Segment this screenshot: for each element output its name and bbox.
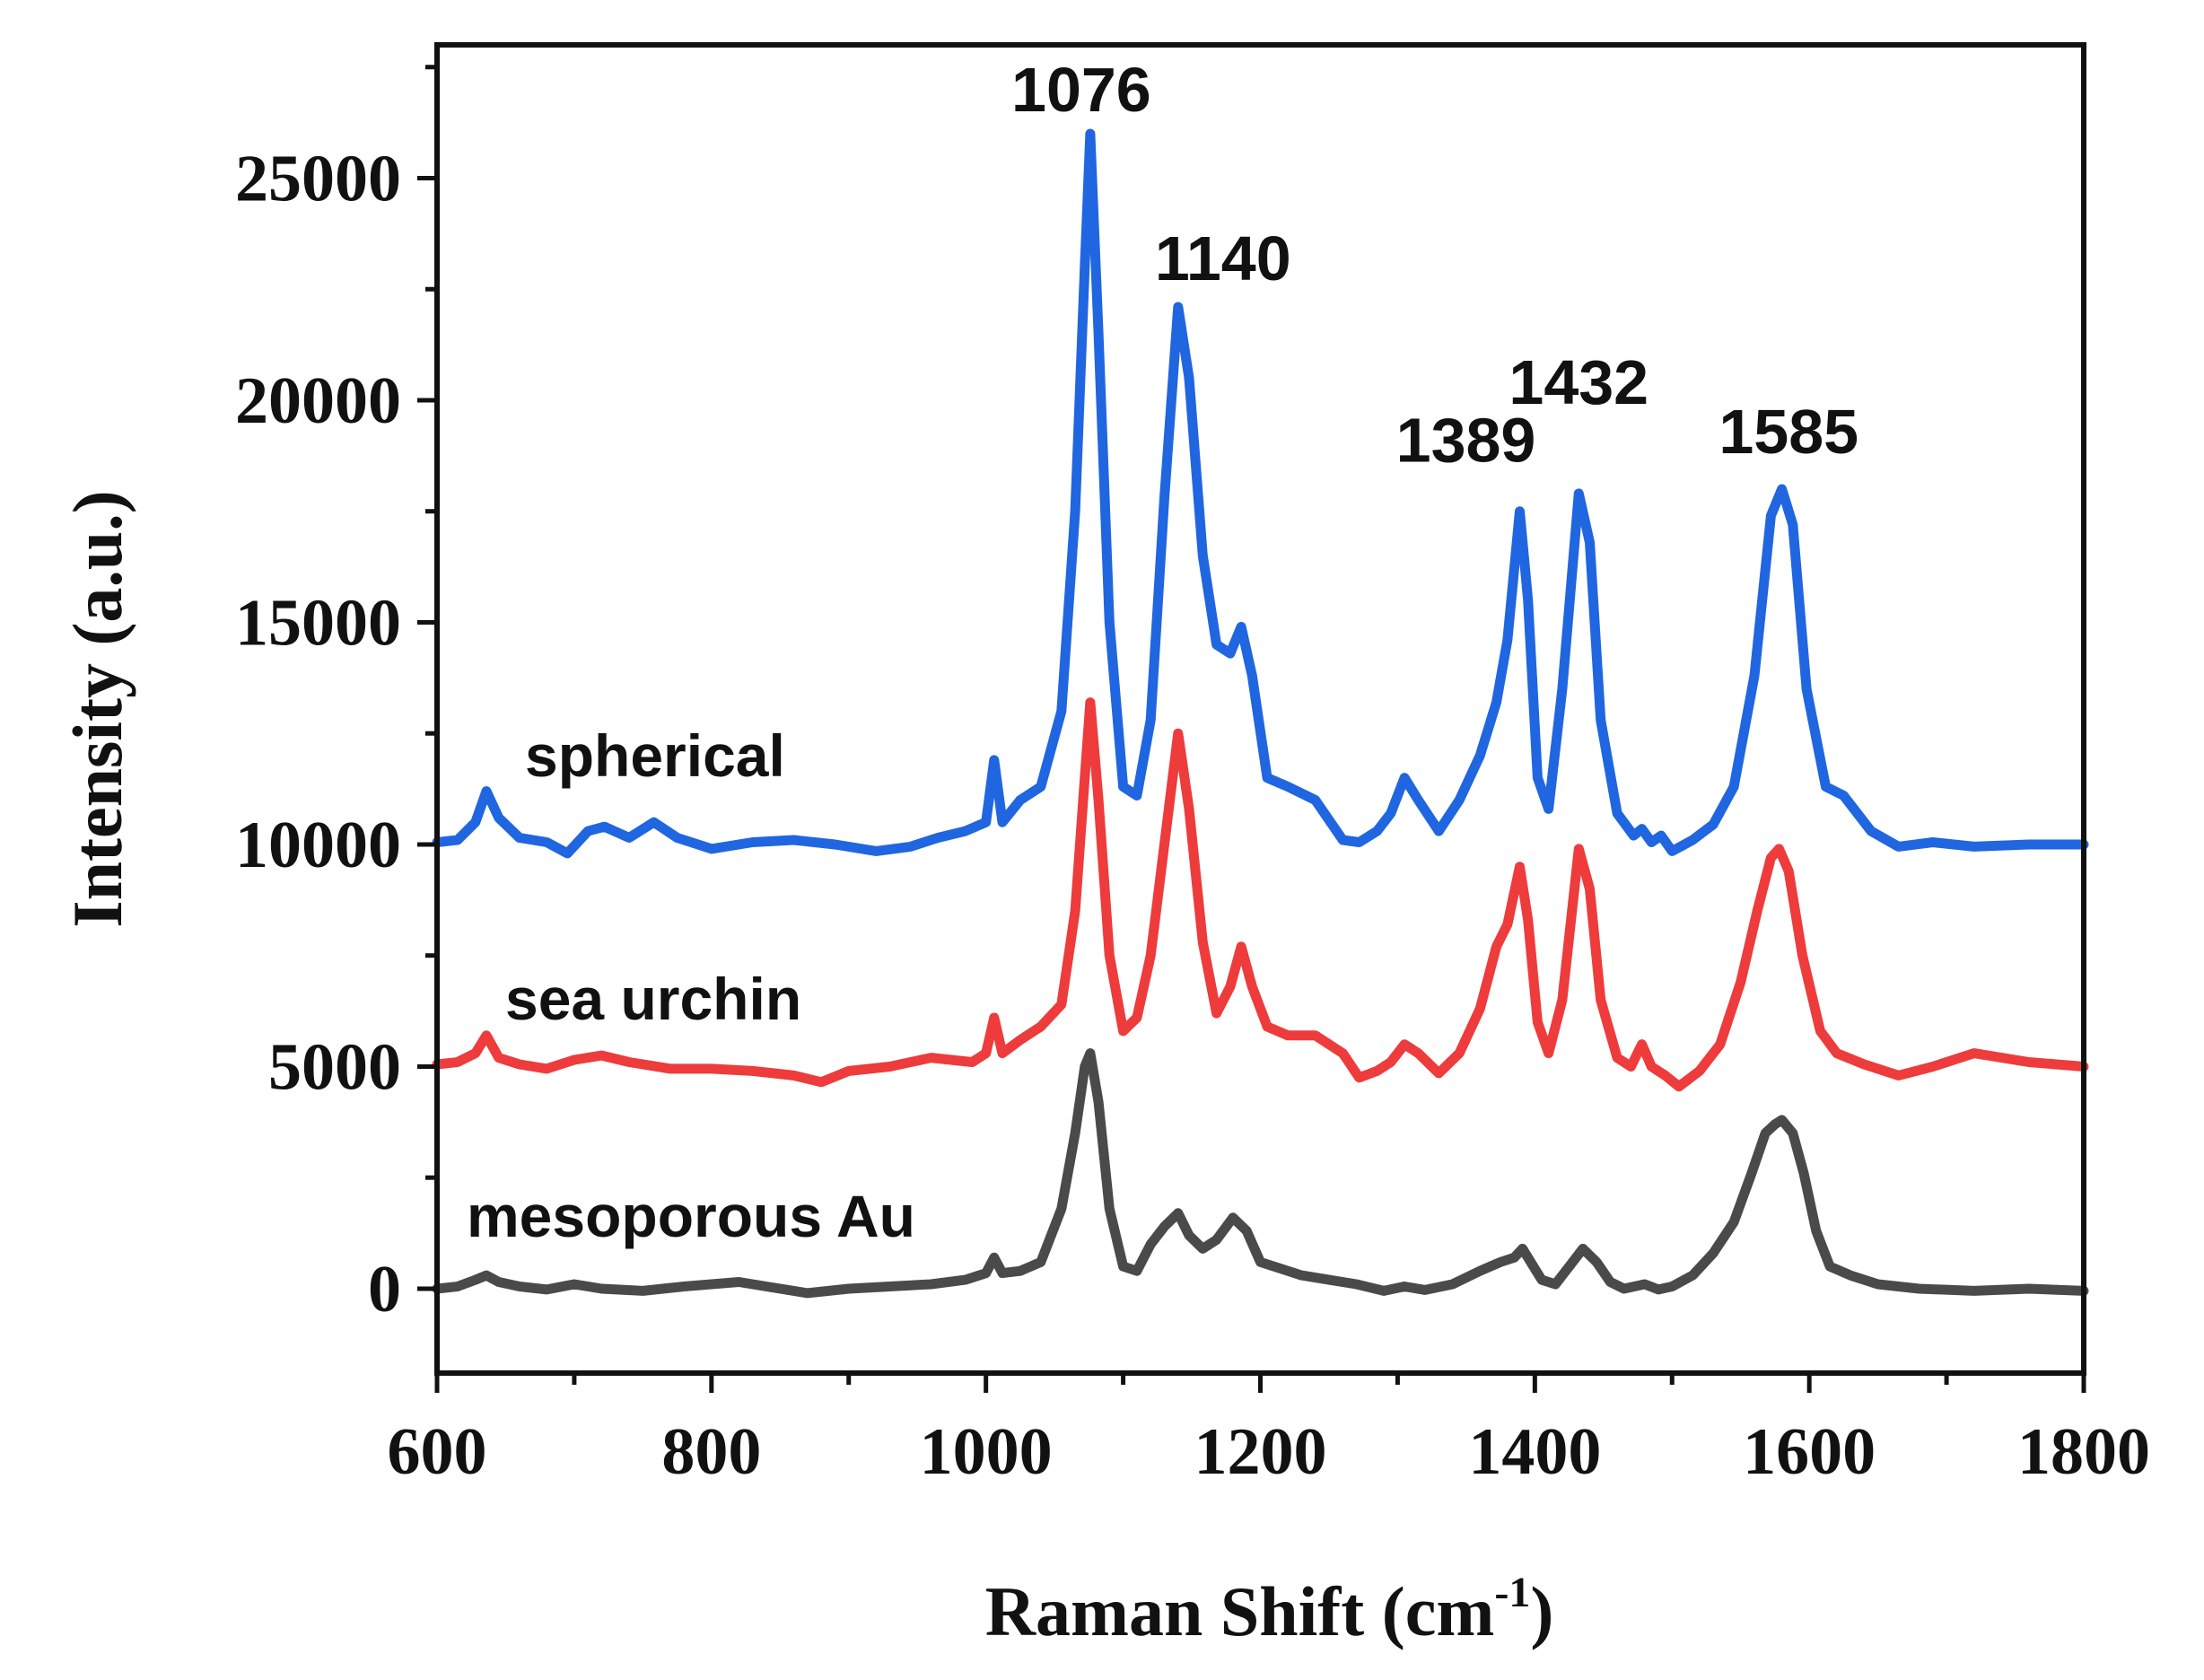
series-label-mesoporous-au: mesoporous Au	[467, 1183, 915, 1249]
y-tick-label: 5000	[268, 1030, 401, 1104]
peak-label-1076: 1076	[1011, 55, 1151, 125]
series-label-spherical: spherical	[525, 722, 785, 789]
peak-label-1432: 1432	[1509, 347, 1649, 417]
peak-label-1140: 1140	[1155, 223, 1291, 293]
x-tick-label: 1200	[1194, 1415, 1327, 1489]
labels-group: Raman Shift (cm-1) Intensity (a.u.) 1076 11…	[58, 55, 1859, 1650]
series-line-sea-urchin	[432, 697, 2089, 1092]
series-label-sea-urchin: sea urchin	[505, 966, 801, 1032]
x-tick-label: 800	[661, 1415, 761, 1489]
series-group	[432, 128, 2089, 1299]
peak-label-1585: 1585	[1719, 397, 1859, 467]
y-tick-label: 15000	[235, 586, 401, 660]
y-tick-label: 20000	[235, 364, 401, 438]
y-tick-label: 10000	[235, 809, 401, 882]
y-tick-label: 0	[368, 1253, 401, 1326]
x-tick-label: 1800	[2017, 1415, 2150, 1489]
x-tick-label: 1400	[1468, 1415, 1601, 1489]
series-line-spherical	[432, 128, 2089, 859]
y-axis-title: Intensity (a.u.)	[58, 490, 136, 928]
x-tick-label: 1600	[1743, 1415, 1876, 1489]
y-tick-label: 25000	[235, 142, 401, 215]
x-tick-label: 600	[388, 1415, 487, 1489]
x-axis-title: Raman Shift (cm-1)	[985, 1569, 1554, 1650]
series-line-mesoporous-au	[432, 1048, 2089, 1299]
ticks-group: 600 800 1000 1200 1400 1600 1800 0 5000 10000 1500…	[235, 65, 2150, 1489]
x-tick-label: 1000	[920, 1415, 1053, 1489]
peak-label-1389: 1389	[1396, 406, 1536, 476]
